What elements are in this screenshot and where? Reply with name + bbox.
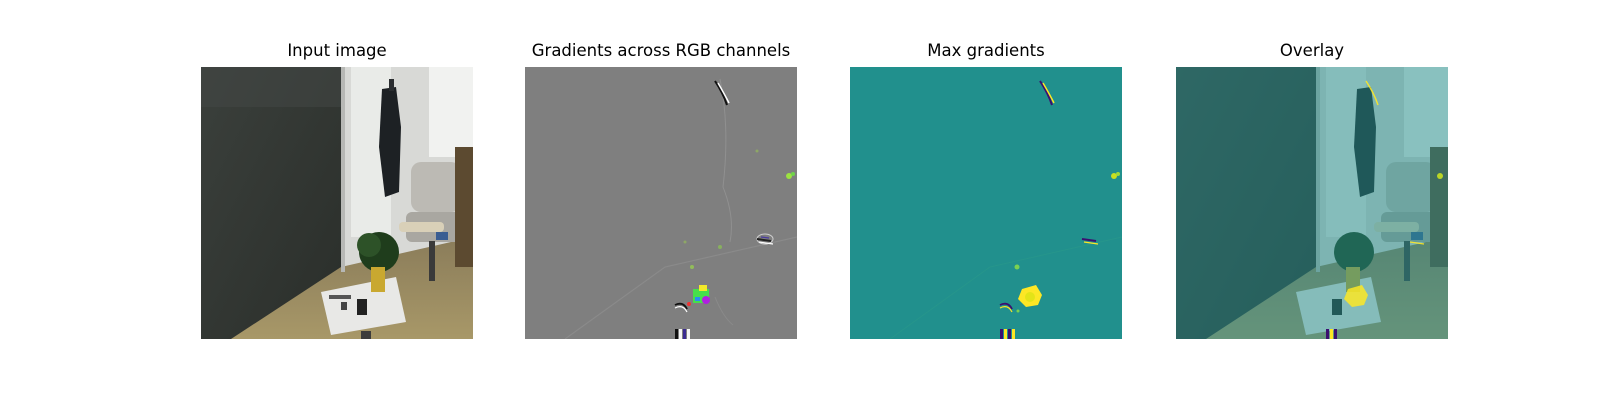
input-image xyxy=(201,67,473,339)
max-gradient-map xyxy=(850,67,1122,339)
max-gradient-background xyxy=(850,67,1122,339)
overlay-image xyxy=(1176,67,1448,339)
gradient-background xyxy=(525,67,797,339)
panel-title: Overlay xyxy=(1279,41,1345,60)
photo-scene xyxy=(201,67,473,339)
overlay-tint xyxy=(1176,67,1448,339)
panel-title: Gradients across RGB channels xyxy=(531,41,791,60)
panel-overlay: Overlay xyxy=(1176,0,1448,400)
rgb-gradient-map xyxy=(525,67,797,339)
panel-title: Input image xyxy=(287,41,387,60)
panel-rgb-gradients: Gradients across RGB channels xyxy=(525,0,797,400)
panel-title: Max gradients xyxy=(927,41,1045,60)
panel-max-gradients: Max gradients xyxy=(850,0,1122,400)
max-gradient-render xyxy=(850,67,1122,339)
panel-input-image: Input image xyxy=(201,0,473,400)
rgb-gradient-render xyxy=(525,67,797,339)
overlay-render xyxy=(1176,67,1448,339)
